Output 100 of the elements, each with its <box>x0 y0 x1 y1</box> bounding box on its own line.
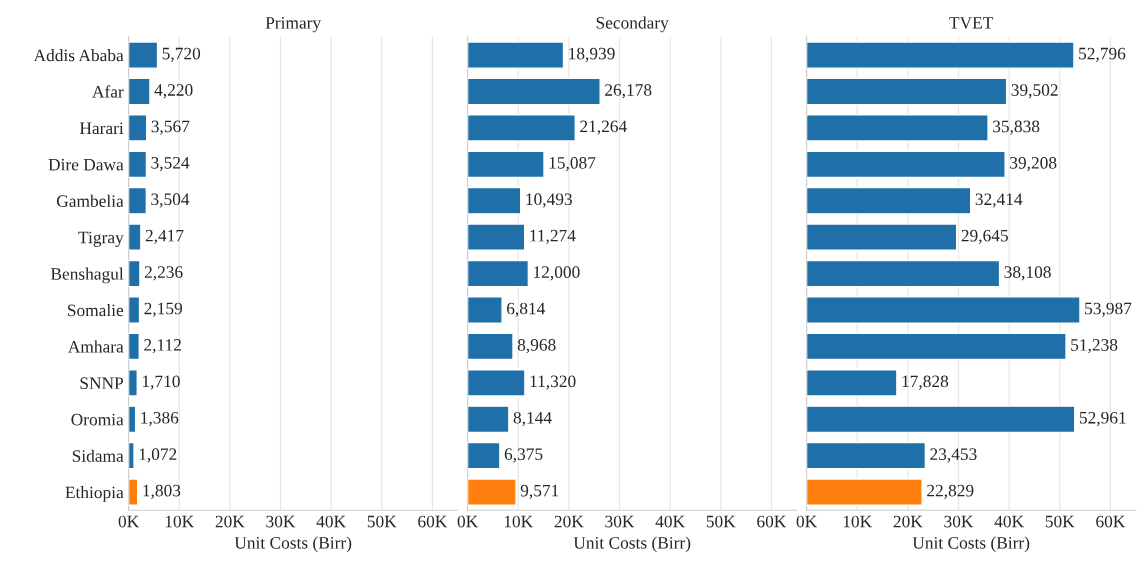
x-axis-title: Unit Costs (Birr) <box>912 536 1030 553</box>
chart-title: Primary <box>265 17 322 33</box>
y-tick-label: Sidama <box>72 449 124 462</box>
y-tick-label: Dire Dawa <box>48 158 124 171</box>
x-tick-label: 30K <box>266 515 296 528</box>
y-tick-label: Tigray <box>78 231 124 247</box>
data-label: 2,159 <box>144 302 183 317</box>
data-label: 26,178 <box>605 84 652 99</box>
x-tick-label: 30K <box>944 515 974 528</box>
chart-title: TVET <box>949 17 994 29</box>
y-tick-label: Afar <box>92 85 124 98</box>
data-label: 6,375 <box>504 448 543 463</box>
data-label: 3,567 <box>151 120 190 135</box>
x-tick-label: 0K <box>457 515 479 528</box>
bar <box>806 223 958 251</box>
x-tick-label: 60K <box>757 515 787 528</box>
data-label: 8,968 <box>517 339 556 354</box>
data-label: 1,386 <box>141 411 179 427</box>
data-label: 2,236 <box>144 266 183 281</box>
data-label: 39,208 <box>1010 156 1057 172</box>
x-tick-label: 0K <box>118 515 140 528</box>
data-label: 38,108 <box>1004 266 1051 281</box>
x-tick-label: 50K <box>367 515 397 528</box>
bar <box>806 296 1081 324</box>
x-tick-label: 40K <box>316 515 346 528</box>
bar <box>467 77 601 106</box>
bar <box>467 441 501 470</box>
bar <box>467 369 526 397</box>
x-tick-label: 50K <box>706 515 736 528</box>
data-label: 5,720 <box>162 47 201 62</box>
bar <box>806 478 923 506</box>
data-label: 1,710 <box>142 375 180 390</box>
bar <box>467 223 526 251</box>
data-label: 53,987 <box>1085 302 1132 317</box>
y-tick-label: Somalie <box>68 303 124 317</box>
data-label: 52,796 <box>1079 47 1126 62</box>
x-tick-label: 20K <box>893 515 923 528</box>
bar <box>467 114 576 142</box>
bar <box>467 296 503 324</box>
bar <box>806 369 898 397</box>
data-label: 8,144 <box>513 411 552 427</box>
data-label: 1,072 <box>139 448 177 463</box>
x-axis-title: Unit Costs (Birr) <box>234 536 352 553</box>
data-label: 18,939 <box>569 47 615 62</box>
bar <box>806 441 927 470</box>
bar <box>467 405 510 434</box>
data-label: 35,838 <box>993 120 1040 135</box>
x-tick-label: 10K <box>165 515 194 528</box>
x-tick-label: 30K <box>605 515 635 528</box>
data-label: 3,524 <box>151 157 190 172</box>
x-tick-label: 40K <box>994 515 1024 528</box>
x-tick-label: 20K <box>554 515 584 528</box>
x-tick-label: 60K <box>418 515 448 528</box>
x-tick-label: 20K <box>215 515 245 528</box>
y-tick-label: SNNP <box>80 377 124 390</box>
data-label: 4,220 <box>154 84 193 99</box>
bar <box>806 114 989 142</box>
data-label: 6,814 <box>507 302 546 317</box>
bar <box>806 332 1067 361</box>
bar <box>467 150 545 179</box>
x-tick-label: 50K <box>1045 515 1075 528</box>
data-label: 32,414 <box>975 193 1023 208</box>
data-label: 2,417 <box>145 229 184 244</box>
data-label: 11,320 <box>530 375 576 390</box>
bar <box>806 186 972 215</box>
data-label: 39,502 <box>1011 84 1058 99</box>
bar <box>467 259 530 288</box>
x-tick-label: 60K <box>1096 515 1126 528</box>
chart-title: Secondary <box>596 16 669 33</box>
data-label: 17,828 <box>902 375 949 390</box>
bar <box>467 41 565 69</box>
bar <box>806 150 1006 179</box>
data-label: 51,238 <box>1071 339 1118 354</box>
data-label: 23,453 <box>930 448 977 463</box>
y-tick-label: Oromia <box>71 413 124 426</box>
bar <box>806 405 1076 434</box>
x-axis-title: Unit Costs (Birr) <box>573 536 691 553</box>
bar <box>467 332 514 361</box>
y-tick-label: Harari <box>79 122 124 135</box>
x-tick-label: 10K <box>843 515 872 528</box>
data-label: 12,000 <box>534 266 580 281</box>
y-tick-label: Amhara <box>67 340 124 353</box>
x-tick-label: 40K <box>655 515 685 528</box>
data-label: 11,274 <box>530 229 576 244</box>
bar <box>467 478 517 506</box>
y-tick-label: Ethiopia <box>65 486 124 502</box>
y-tick-label: Benshagul <box>50 267 124 284</box>
data-label: 3,504 <box>151 193 190 208</box>
data-label: 9,571 <box>520 484 559 499</box>
data-label: 2,112 <box>144 339 181 354</box>
y-tick-label: Gambelia <box>56 194 124 207</box>
x-tick-label: 0K <box>796 515 818 528</box>
data-label: 1,803 <box>143 484 181 499</box>
y-tick-label: Addis Ababa <box>33 49 124 62</box>
data-label: 29,645 <box>961 229 1008 244</box>
bar <box>806 77 1008 106</box>
data-label: 10,493 <box>526 193 572 208</box>
data-label: 52,961 <box>1079 411 1126 427</box>
bar <box>467 186 522 215</box>
bar <box>806 41 1075 69</box>
